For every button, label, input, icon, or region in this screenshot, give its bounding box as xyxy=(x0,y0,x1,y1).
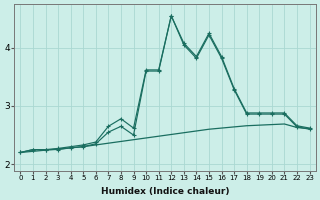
X-axis label: Humidex (Indice chaleur): Humidex (Indice chaleur) xyxy=(101,187,229,196)
